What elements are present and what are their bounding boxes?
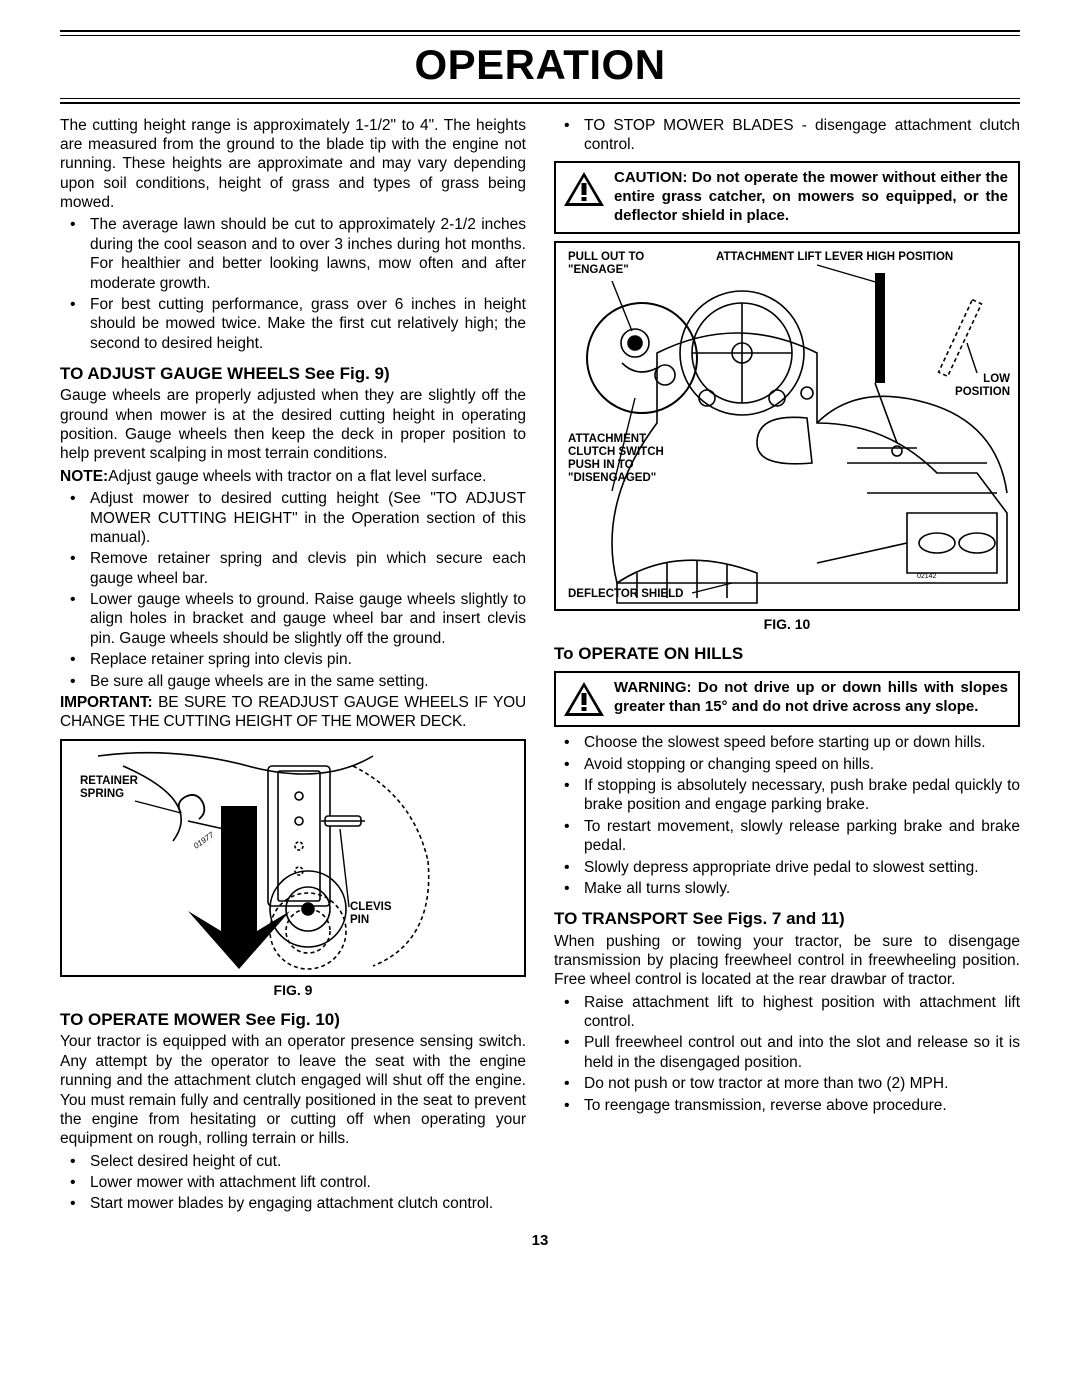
- figure-10-box: PULL OUT TO "ENGAGE" ATTACHMENT LIFT LEV…: [554, 241, 1020, 611]
- warning-box: WARNING: Do not drive up or down hills w…: [554, 671, 1020, 727]
- warning-text: WARNING: Do not drive up or down hills w…: [614, 679, 1008, 717]
- top-rule-thick: [60, 30, 1020, 32]
- stop-blades-bullets: TO STOP MOWER BLADES - disengage attachm…: [554, 116, 1020, 155]
- transport-bullets: Raise attachment lift to highest positio…: [554, 993, 1020, 1115]
- caution-label: CAUTION:: [614, 169, 687, 186]
- list-item: TO STOP MOWER BLADES - disengage attachm…: [584, 116, 1020, 155]
- operate-mower-paragraph: Your tractor is equipped with an operato…: [60, 1032, 526, 1148]
- left-column: The cutting height range is approximatel…: [60, 116, 526, 1216]
- list-item: Choose the slowest speed before starting…: [584, 733, 1020, 752]
- intro-paragraph: The cutting height range is approximatel…: [60, 116, 526, 213]
- list-item: Be sure all gauge wheels are in the same…: [90, 672, 526, 691]
- figure-10-drawing: 02142: [556, 243, 1018, 609]
- warning-triangle-icon: [562, 169, 606, 209]
- list-item: Raise attachment lift to highest positio…: [584, 993, 1020, 1032]
- caution-box: CAUTION: Do not operate the mower withou…: [554, 161, 1020, 233]
- hills-bullets: Choose the slowest speed before starting…: [554, 733, 1020, 898]
- list-item: If stopping is absolutely necessary, pus…: [584, 776, 1020, 815]
- note-label: NOTE:: [60, 468, 108, 485]
- list-item: To reengage transmission, reverse above …: [584, 1096, 1020, 1115]
- list-item: Lower gauge wheels to ground. Raise gaug…: [90, 590, 526, 648]
- list-item: Adjust mower to desired cutting height (…: [90, 489, 526, 547]
- operate-mower-bullets: Select desired height of cut. Lower mowe…: [60, 1152, 526, 1214]
- heading-hills: To OPERATE ON HILLS: [554, 643, 1020, 664]
- list-item: Do not push or tow tractor at more than …: [584, 1074, 1020, 1093]
- list-item: The average lawn should be cut to approx…: [90, 215, 526, 293]
- fig10-label-lift: ATTACHMENT LIFT LEVER HIGH POSITION: [716, 251, 953, 264]
- list-item: Remove retainer spring and clevis pin wh…: [90, 549, 526, 588]
- list-item: Make all turns slowly.: [584, 879, 1020, 898]
- right-column: TO STOP MOWER BLADES - disengage attachm…: [554, 116, 1020, 1216]
- list-item: For best cutting performance, grass over…: [90, 295, 526, 353]
- warning-triangle-icon: [562, 679, 606, 719]
- fig9-label-retainer: RETAINER SPRING: [80, 775, 138, 801]
- heading-operate-mower: TO OPERATE MOWER See Fig. 10): [60, 1009, 526, 1030]
- fig10-label-low: LOW POSITION: [955, 373, 1010, 399]
- gauge-bullets: Adjust mower to desired cutting height (…: [60, 489, 526, 691]
- list-item: To restart movement, slowly release park…: [584, 817, 1020, 856]
- figure-10-caption: FIG. 10: [554, 616, 1020, 634]
- top-rule-thin: [60, 35, 1020, 36]
- warning-label: WARNING:: [614, 679, 692, 696]
- page-number: 13: [60, 1232, 1020, 1251]
- svg-text:01977: 01977: [192, 830, 216, 850]
- svg-text:02142: 02142: [917, 573, 937, 580]
- list-item: Replace retainer spring into clevis pin.: [90, 650, 526, 669]
- important-label: IMPORTANT:: [60, 694, 152, 711]
- fig10-label-pull: PULL OUT TO "ENGAGE": [568, 251, 644, 277]
- caution-text: CAUTION: Do not operate the mower withou…: [614, 169, 1008, 225]
- bottom-rule-thick: [60, 102, 1020, 104]
- fig10-label-deflector: DEFLECTOR SHIELD: [568, 588, 683, 601]
- figure-9-box: RETAINER SPRING CLEVIS PIN: [60, 739, 526, 977]
- heading-transport: TO TRANSPORT See Figs. 7 and 11): [554, 908, 1020, 929]
- fig9-label-clevis: CLEVIS PIN: [350, 901, 392, 927]
- list-item: Slowly depress appropriate drive pedal t…: [584, 858, 1020, 877]
- page-title: OPERATION: [60, 39, 1020, 92]
- list-item: Avoid stopping or changing speed on hill…: [584, 755, 1020, 774]
- intro-bullets: The average lawn should be cut to approx…: [60, 215, 526, 353]
- transport-paragraph: When pushing or towing your tractor, be …: [554, 932, 1020, 990]
- bottom-rule-thin: [60, 98, 1020, 99]
- list-item: Select desired height of cut.: [90, 1152, 526, 1171]
- list-item: Start mower blades by engaging attachmen…: [90, 1194, 526, 1213]
- list-item: Lower mower with attachment lift control…: [90, 1173, 526, 1192]
- list-item: Pull freewheel control out and into the …: [584, 1033, 1020, 1072]
- note-text: Adjust gauge wheels with tractor on a fl…: [108, 468, 486, 485]
- fig10-label-clutch: ATTACHMENT CLUTCH SWITCH PUSH IN TO "DIS…: [568, 433, 664, 486]
- note-paragraph: NOTE:Adjust gauge wheels with tractor on…: [60, 467, 526, 486]
- gauge-wheels-paragraph: Gauge wheels are properly adjusted when …: [60, 386, 526, 464]
- heading-gauge-wheels: TO ADJUST GAUGE WHEELS See Fig. 9): [60, 363, 526, 384]
- figure-9-caption: FIG. 9: [60, 982, 526, 1000]
- two-column-layout: The cutting height range is approximatel…: [60, 116, 1020, 1216]
- important-paragraph: IMPORTANT: BE SURE TO READJUST GAUGE WHE…: [60, 693, 526, 732]
